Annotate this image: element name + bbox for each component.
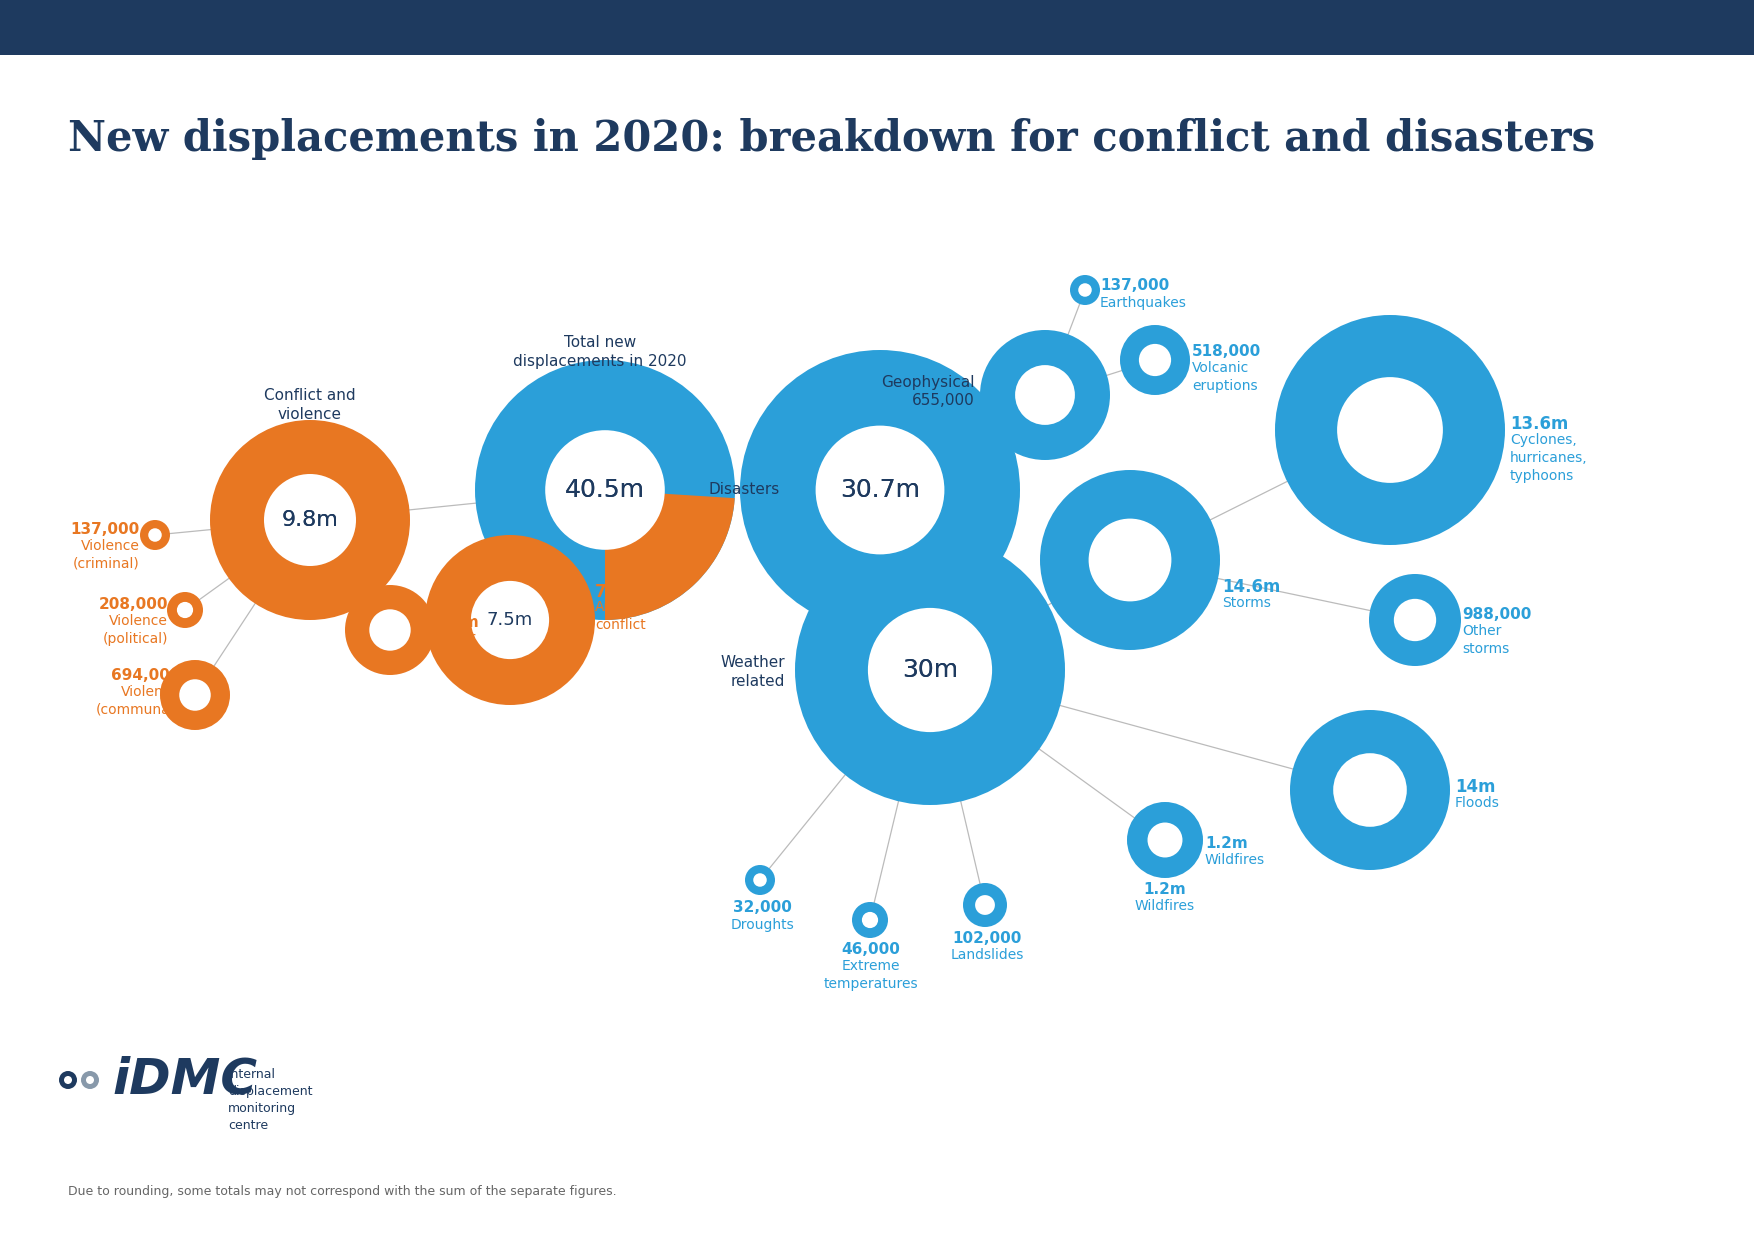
Circle shape (140, 520, 170, 551)
Circle shape (1089, 518, 1172, 601)
Text: 1.2m: 1.2m (437, 615, 479, 630)
Circle shape (752, 873, 766, 887)
Circle shape (179, 680, 210, 711)
Circle shape (795, 534, 1065, 805)
Wedge shape (605, 490, 735, 620)
Circle shape (424, 534, 595, 706)
Circle shape (1370, 574, 1461, 666)
Circle shape (868, 608, 993, 732)
Circle shape (1333, 753, 1407, 827)
Text: Floods: Floods (1456, 796, 1500, 810)
Text: Armed
conflict: Armed conflict (595, 600, 645, 632)
Circle shape (370, 609, 410, 651)
Circle shape (745, 866, 775, 895)
Circle shape (1289, 711, 1451, 870)
Circle shape (1147, 822, 1182, 858)
Text: iDMC: iDMC (112, 1056, 258, 1104)
Text: Violence
(criminal): Violence (criminal) (74, 539, 140, 570)
Circle shape (177, 601, 193, 618)
Text: 1.2m: 1.2m (1205, 836, 1247, 851)
Circle shape (1394, 599, 1437, 641)
Text: 40.5m: 40.5m (565, 477, 645, 502)
Text: Landslides: Landslides (951, 949, 1024, 962)
Circle shape (86, 1076, 95, 1084)
Text: Volcanic
eruptions: Volcanic eruptions (1193, 361, 1258, 393)
Text: Cyclones,
hurricanes,
typhoons: Cyclones, hurricanes, typhoons (1510, 433, 1587, 482)
Text: Earthquakes: Earthquakes (1100, 296, 1187, 310)
Circle shape (1337, 377, 1444, 482)
Text: Extreme
temperatures: Extreme temperatures (824, 959, 919, 991)
Text: Other: Other (437, 631, 475, 645)
Text: Conflict and
violence: Conflict and violence (265, 388, 356, 422)
Text: 102,000: 102,000 (952, 931, 1021, 946)
Circle shape (861, 911, 879, 928)
Text: 137,000: 137,000 (1100, 278, 1170, 293)
Text: 9.8m: 9.8m (282, 510, 339, 529)
Text: 14.6m: 14.6m (1223, 578, 1280, 596)
Text: internal
displacement
monitoring
centre: internal displacement monitoring centre (228, 1068, 312, 1132)
Circle shape (816, 425, 944, 554)
Text: 13.6m: 13.6m (1510, 415, 1568, 433)
Text: 988,000: 988,000 (1463, 608, 1531, 622)
Text: Weather
related: Weather related (721, 655, 786, 689)
Text: 32,000: 32,000 (733, 900, 791, 915)
Text: 1.2m: 1.2m (1144, 882, 1186, 897)
Text: 518,000: 518,000 (1193, 343, 1261, 360)
Text: 9.8m: 9.8m (282, 510, 339, 529)
Circle shape (81, 1071, 98, 1089)
Text: Wildfires: Wildfires (1135, 899, 1194, 913)
Text: Disasters: Disasters (709, 482, 781, 497)
Circle shape (1121, 325, 1189, 396)
Text: 7.5m: 7.5m (488, 611, 533, 629)
Text: Violence
(communal): Violence (communal) (96, 684, 181, 717)
Circle shape (1040, 470, 1221, 650)
Text: 208,000: 208,000 (98, 596, 168, 613)
Text: 137,000: 137,000 (70, 522, 140, 537)
Text: New displacements in 2020: breakdown for conflict and disasters: New displacements in 2020: breakdown for… (68, 118, 1594, 160)
Text: Droughts: Droughts (730, 918, 795, 932)
Text: Other
storms: Other storms (1463, 624, 1508, 656)
Bar (0, 0, 1754, 55)
Circle shape (470, 580, 549, 660)
Text: Due to rounding, some totals may not correspond with the sum of the separate fig: Due to rounding, some totals may not cor… (68, 1185, 617, 1198)
Text: Violence
(political): Violence (political) (102, 614, 168, 646)
Text: 30.7m: 30.7m (840, 477, 921, 502)
Circle shape (63, 1076, 72, 1084)
Circle shape (980, 330, 1110, 460)
Text: 694,000: 694,000 (111, 668, 181, 683)
Circle shape (740, 350, 1021, 630)
Text: 30m: 30m (902, 658, 958, 682)
Circle shape (1275, 315, 1505, 546)
Circle shape (346, 585, 435, 675)
Circle shape (963, 883, 1007, 928)
Circle shape (545, 430, 665, 549)
Circle shape (149, 528, 161, 542)
Text: 30.7m: 30.7m (840, 477, 921, 502)
Circle shape (210, 420, 410, 620)
Circle shape (1138, 343, 1172, 376)
Circle shape (1016, 365, 1075, 425)
Circle shape (1070, 275, 1100, 305)
Circle shape (852, 901, 888, 937)
Text: Geophysical: Geophysical (882, 374, 975, 391)
Text: 46,000: 46,000 (842, 942, 900, 957)
Text: 14m: 14m (1456, 777, 1496, 796)
Text: Total new
displacements in 2020: Total new displacements in 2020 (514, 335, 688, 370)
Circle shape (60, 1071, 77, 1089)
Circle shape (265, 474, 356, 565)
Text: 30m: 30m (902, 658, 958, 682)
Circle shape (1128, 802, 1203, 878)
Circle shape (160, 660, 230, 730)
Circle shape (975, 895, 995, 915)
Circle shape (1079, 283, 1091, 296)
Text: Storms: Storms (1223, 596, 1272, 610)
Circle shape (167, 591, 203, 627)
Text: 655,000: 655,000 (912, 393, 975, 408)
Text: 7.5m: 7.5m (595, 583, 642, 601)
Text: Wildfires: Wildfires (1205, 853, 1265, 867)
Circle shape (475, 360, 735, 620)
Text: 40.5m: 40.5m (565, 477, 645, 502)
